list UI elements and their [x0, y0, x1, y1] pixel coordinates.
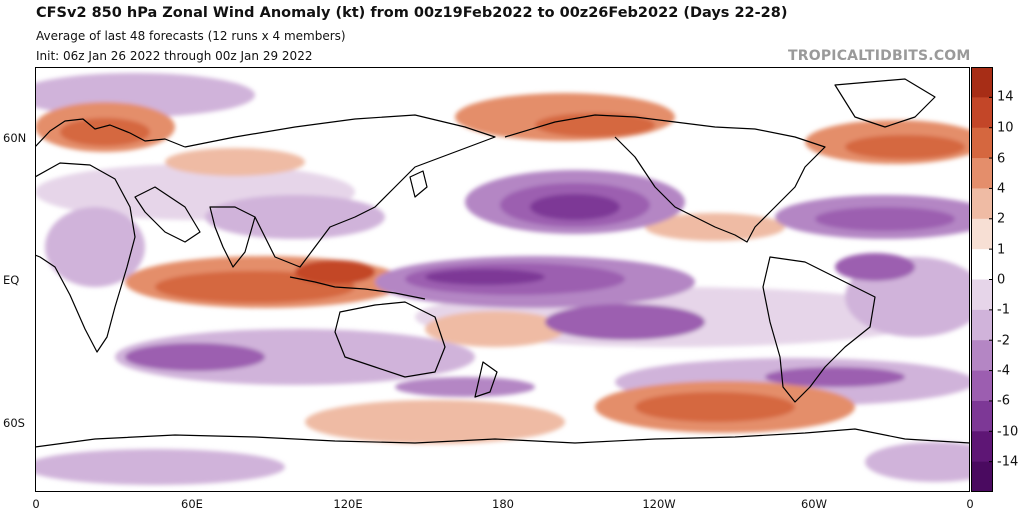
colorbar-segment — [971, 188, 993, 220]
anomaly-region — [535, 113, 655, 137]
colorbar-label-neg2: -2 — [997, 333, 1010, 349]
coastline-north-america — [504, 114, 826, 243]
colorbar-label-neg14: -14 — [997, 454, 1019, 470]
anomaly-region — [545, 304, 705, 340]
colorbar-segment — [971, 127, 993, 159]
anomaly-region — [530, 194, 620, 220]
colorbar-label-0: 0 — [997, 272, 1006, 288]
lon-label-120w: 120W — [642, 497, 676, 511]
anomaly-region — [205, 195, 385, 239]
anomaly-region — [835, 253, 915, 281]
lon-label-0-west: 0 — [32, 497, 40, 511]
anomaly-region — [295, 260, 375, 284]
colorbar-segment — [971, 67, 993, 98]
anomaly-region — [35, 449, 285, 485]
wind-anomaly-map — [35, 67, 970, 492]
coastline-asia — [184, 114, 496, 268]
colorbar-label-6: 6 — [997, 151, 1006, 167]
anomaly-region — [45, 207, 145, 287]
coastline-india — [209, 206, 256, 268]
colorbar-label-neg1: -1 — [997, 302, 1010, 318]
colorbar-segment — [971, 370, 993, 402]
colorbar-label-neg6: -6 — [997, 393, 1010, 409]
coastline-new-zealand — [474, 361, 498, 398]
map-subtitle-init: Init: 06z Jan 26 2022 through 00z Jan 29… — [36, 49, 313, 63]
anomaly-region — [125, 343, 265, 371]
lat-label-eq: EQ — [3, 273, 20, 287]
anomaly-region — [815, 207, 955, 231]
colorbar-label-neg4: -4 — [997, 363, 1010, 379]
anomaly-region — [395, 377, 535, 397]
colorbar-label-10: 10 — [997, 120, 1014, 136]
lon-label-120e: 120E — [333, 497, 363, 511]
anomaly-region — [165, 148, 305, 176]
lon-label-180: 180 — [492, 497, 514, 511]
coastline-indonesia — [289, 276, 426, 300]
colorbar-segment — [971, 279, 993, 311]
anomaly-region — [115, 329, 475, 385]
anomaly-region — [765, 367, 905, 387]
lat-label-60s: 60S — [3, 416, 25, 430]
coastline-japan — [409, 170, 428, 198]
anomaly-region — [425, 311, 565, 347]
coastline-australia — [334, 301, 446, 378]
colorbar-segment — [971, 340, 993, 372]
anomaly-region — [635, 392, 795, 422]
coastline-south-america — [762, 256, 876, 403]
coastline-arabia — [134, 186, 201, 243]
colorbar-segment — [971, 97, 993, 129]
watermark-tropicaltidbits: TROPICALTIDBITS.COM — [788, 48, 971, 64]
anomaly-region — [425, 269, 545, 285]
coastline-africa — [35, 162, 136, 353]
coastline-greenland — [834, 78, 936, 128]
colorbar-segment — [971, 218, 993, 250]
anomaly-region — [845, 135, 965, 159]
colorbar-segment — [971, 249, 993, 280]
coastline-antarctica — [35, 428, 970, 448]
lon-label-0-east: 0 — [966, 497, 974, 511]
map-frame — [35, 67, 970, 492]
colorbar-segment — [971, 309, 993, 341]
map-title: CFSv2 850 hPa Zonal Wind Anomaly (kt) fr… — [36, 5, 788, 21]
lat-label-60n: 60N — [3, 131, 27, 145]
anomaly-region — [60, 118, 150, 146]
colorbar — [971, 67, 993, 492]
colorbar-label-14: 14 — [997, 89, 1014, 105]
lon-label-60w: 60W — [800, 497, 828, 511]
colorbar-label-4: 4 — [997, 181, 1006, 197]
coastline-europe — [35, 118, 186, 148]
colorbar-segment — [971, 158, 993, 189]
colorbar-label-1: 1 — [997, 242, 1006, 258]
lon-label-60e: 60E — [181, 497, 203, 511]
colorbar-segment — [971, 431, 993, 463]
anomaly-region — [865, 442, 970, 482]
colorbar-segment — [971, 400, 993, 432]
colorbar-segment — [971, 461, 993, 492]
colorbar-label-neg10: -10 — [997, 424, 1019, 440]
map-subtitle-forecasts: Average of last 48 forecasts (12 runs x … — [36, 29, 346, 43]
colorbar-label-2: 2 — [997, 211, 1006, 227]
anomaly-region — [305, 400, 565, 444]
